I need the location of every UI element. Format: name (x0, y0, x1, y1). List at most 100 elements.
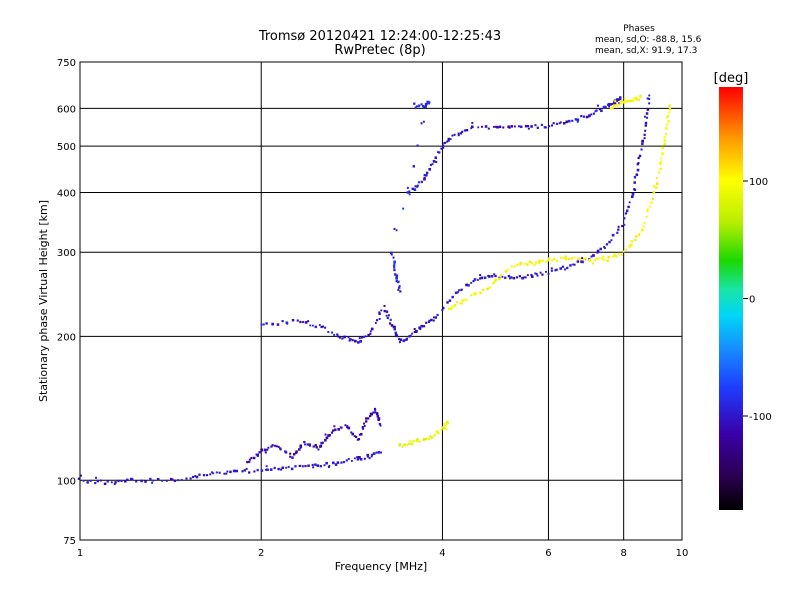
echo-point (378, 311, 381, 314)
echo-point (627, 100, 630, 103)
echo-point (584, 257, 587, 260)
echo-point (543, 126, 546, 129)
echo-point (460, 288, 463, 291)
echo-point (428, 101, 431, 104)
echo-point (318, 324, 321, 326)
echo-point (354, 339, 357, 343)
echo-point (552, 122, 555, 125)
echo-point (493, 279, 497, 282)
echo-point (173, 479, 177, 482)
echo-point (633, 175, 637, 179)
echo-point (280, 468, 283, 471)
echo-point (414, 185, 417, 188)
echo-point (420, 122, 423, 125)
echo-point (643, 133, 646, 136)
echo-point (359, 457, 363, 461)
echo-point (273, 466, 276, 470)
echo-point (447, 307, 451, 310)
echo-point (339, 336, 341, 339)
echo-point (298, 464, 301, 467)
echo-point (324, 433, 327, 436)
echo-point (235, 469, 239, 473)
echo-point (440, 147, 443, 150)
echo-point (581, 257, 584, 260)
echo-point (433, 316, 435, 319)
echo-point (644, 121, 648, 125)
echo-point (299, 320, 302, 324)
echo-point (114, 481, 117, 484)
echo-point (117, 479, 120, 483)
echo-point (513, 125, 516, 128)
echo-point (644, 124, 647, 127)
y-tick-label: 500 (57, 142, 76, 153)
echo-point (512, 277, 516, 280)
echo-point (357, 438, 361, 441)
echo-point (343, 461, 346, 464)
chart-subtitle: RwPretec (8p) (334, 43, 425, 58)
echo-point (523, 276, 526, 279)
echo-point (379, 424, 382, 427)
echo-point (530, 273, 533, 277)
echo-point (459, 132, 463, 135)
echo-point (356, 438, 359, 441)
echo-point (285, 466, 288, 469)
echo-point (564, 257, 568, 261)
echo-point (194, 475, 197, 478)
echo-point (177, 479, 180, 482)
echo-point (345, 459, 348, 462)
echo-point (330, 431, 334, 434)
echo-point (428, 167, 432, 171)
echo-point (263, 448, 267, 452)
echo-point (668, 104, 671, 107)
echo-point (659, 167, 662, 171)
echo-point (445, 421, 449, 424)
echo-point (603, 247, 606, 250)
echo-point (663, 142, 666, 146)
echo-point (363, 457, 366, 460)
echo-point (398, 341, 401, 344)
echo-point (617, 228, 620, 231)
echo-point (434, 156, 437, 159)
echo-point (611, 233, 615, 237)
echo-point (607, 102, 611, 106)
echo-point (576, 260, 580, 263)
echo-point (266, 468, 269, 472)
echo-point (569, 264, 572, 267)
echo-point (667, 120, 670, 123)
echo-point (470, 127, 473, 130)
echo-point (516, 264, 519, 267)
echo-point (420, 324, 424, 328)
echo-point (618, 103, 621, 106)
echo-point (470, 281, 473, 284)
echo-point (358, 456, 361, 459)
echo-point (622, 250, 625, 253)
echo-point (416, 144, 419, 147)
echo-point (547, 272, 550, 275)
echo-point (633, 181, 636, 184)
echo-point (269, 468, 273, 471)
echo-point (473, 291, 476, 294)
echo-point (308, 443, 312, 447)
echo-point (629, 100, 632, 103)
echo-point (144, 480, 147, 483)
echo-point (395, 274, 399, 278)
y-ticks: 75 100 200 300 400 500 600 750 (57, 58, 76, 547)
echo-point (375, 451, 378, 454)
echo-point (527, 127, 530, 130)
echo-point (399, 290, 402, 293)
echo-point (484, 125, 488, 128)
echo-point (572, 263, 574, 266)
y-tick-label: 600 (57, 104, 76, 115)
echo-point (607, 255, 611, 259)
echo-point (627, 205, 630, 209)
echo-point (362, 427, 364, 430)
echo-point (295, 450, 298, 453)
echo-point (351, 432, 355, 436)
echo-point (420, 180, 423, 184)
echo-point (394, 273, 397, 276)
echo-point (416, 438, 419, 441)
echo-point (577, 257, 580, 260)
echo-point (528, 260, 532, 264)
echo-point (314, 443, 317, 447)
echo-point (646, 208, 649, 211)
